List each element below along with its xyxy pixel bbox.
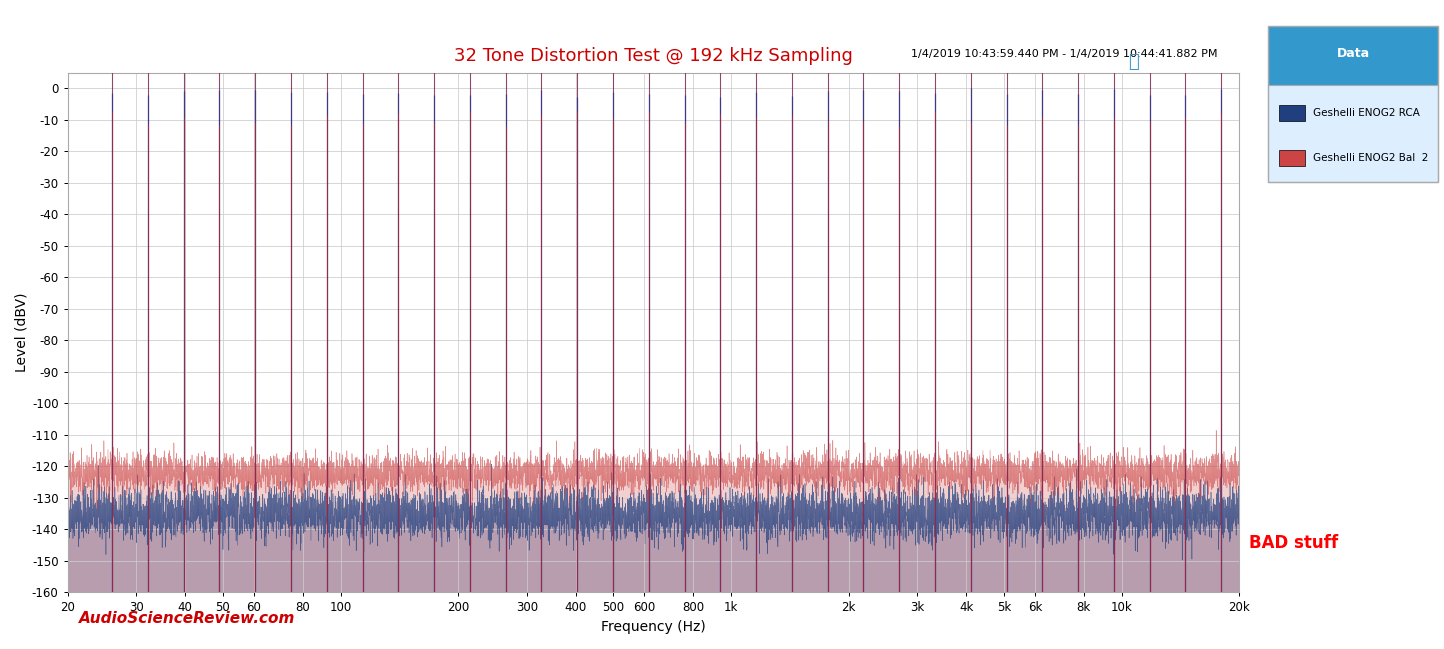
X-axis label: Frequency (Hz): Frequency (Hz) <box>601 620 706 634</box>
Text: AudioScienceReview.com: AudioScienceReview.com <box>79 611 296 626</box>
Text: BAD stuff: BAD stuff <box>1249 534 1339 552</box>
Title: 32 Tone Distortion Test @ 192 kHz Sampling: 32 Tone Distortion Test @ 192 kHz Sampli… <box>453 47 853 66</box>
Text: Geshelli ENOG2 RCA: Geshelli ENOG2 RCA <box>1313 108 1419 118</box>
Text: 1/4/2019 10:43:59.440 PM - 1/4/2019 10:44:41.882 PM: 1/4/2019 10:43:59.440 PM - 1/4/2019 10:4… <box>911 49 1217 59</box>
Y-axis label: Level (dBV): Level (dBV) <box>14 293 29 373</box>
Text: Geshelli ENOG2 Bal  2: Geshelli ENOG2 Bal 2 <box>1313 153 1428 164</box>
Text: Ⓐ: Ⓐ <box>1128 53 1139 71</box>
Text: Data: Data <box>1337 47 1369 60</box>
